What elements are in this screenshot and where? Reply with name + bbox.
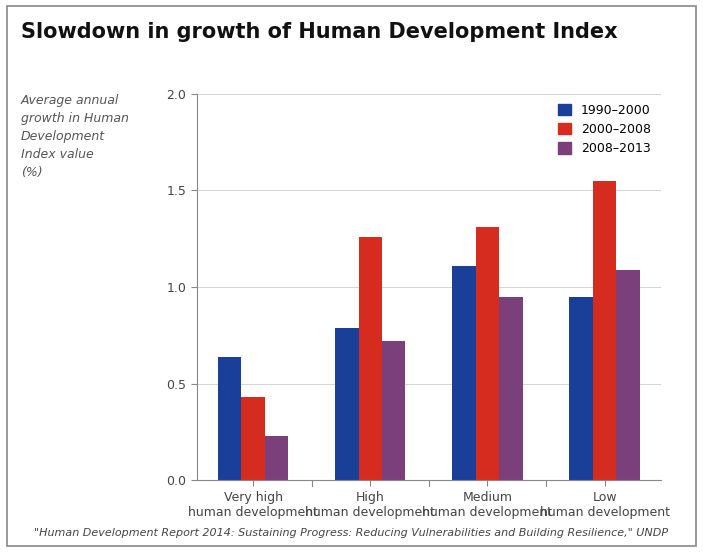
Bar xyxy=(476,227,499,480)
Bar xyxy=(335,328,359,480)
Text: "Human Development Report 2014: Sustaining Progress: Reducing Vulnerabilities an: "Human Development Report 2014: Sustaini… xyxy=(34,528,669,538)
Bar xyxy=(241,397,265,480)
Legend: 1990–2000, 2000–2008, 2008–2013: 1990–2000, 2000–2008, 2008–2013 xyxy=(555,100,654,159)
Bar xyxy=(569,297,593,480)
Bar xyxy=(593,181,617,480)
Bar xyxy=(265,436,288,480)
Bar xyxy=(452,266,476,480)
Bar xyxy=(359,237,382,480)
Bar xyxy=(218,357,241,480)
Bar xyxy=(382,341,406,480)
Bar xyxy=(499,297,522,480)
Text: Average annual
growth in Human
Development
Index value
(%): Average annual growth in Human Developme… xyxy=(21,94,129,179)
Text: Slowdown in growth of Human Development Index: Slowdown in growth of Human Development … xyxy=(21,22,618,42)
Bar xyxy=(617,269,640,480)
